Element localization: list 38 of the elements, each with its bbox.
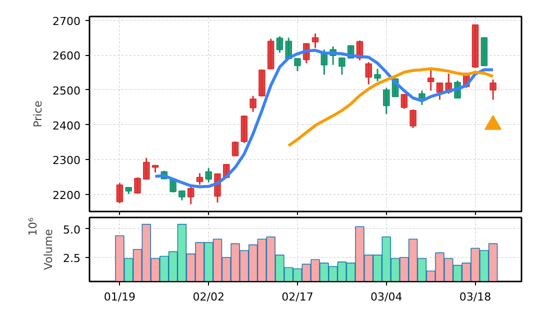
y-tick-label: 2600 xyxy=(52,50,81,63)
candlestick xyxy=(365,61,372,86)
y-tick-label: 2200 xyxy=(52,188,81,202)
candlestick xyxy=(178,190,186,202)
candlestick xyxy=(276,36,284,54)
x-tick-label: 02/02 xyxy=(192,290,224,304)
candlestick xyxy=(312,32,319,49)
text: 10⁶ xyxy=(26,216,40,236)
candlestick xyxy=(374,68,381,82)
candlestick xyxy=(436,82,444,100)
candlestick xyxy=(418,90,426,106)
candlestick xyxy=(205,167,212,183)
candlestick xyxy=(232,140,239,157)
x-tick-label: 01/19 xyxy=(104,290,136,304)
y-axis-title: Price xyxy=(32,100,45,128)
candlestick xyxy=(338,56,346,76)
x-tick-label: 03/18 xyxy=(459,290,492,304)
candlestick xyxy=(410,108,416,129)
x-tick-label: 02/17 xyxy=(282,290,314,304)
y-tick-label: 2700 xyxy=(52,14,81,28)
y-tick-label: 2.5 xyxy=(63,252,81,265)
y-tick-label: 2300 xyxy=(52,154,81,168)
candlestick xyxy=(294,58,301,72)
candlestick xyxy=(250,95,256,113)
y-tick-label: 5.0 xyxy=(63,223,81,236)
y-axis-title: Volume xyxy=(42,228,56,270)
candlestick xyxy=(143,157,150,180)
candlestick xyxy=(116,182,124,204)
x-tick-label: 03/04 xyxy=(370,290,402,304)
candlestick xyxy=(383,87,390,115)
candlestick xyxy=(187,186,194,205)
candlestick xyxy=(134,176,141,194)
y-tick-label: 2400 xyxy=(52,119,81,132)
y-tick-label: 2500 xyxy=(52,84,81,98)
candlestick xyxy=(490,78,496,100)
candlestick xyxy=(400,93,408,110)
line-series xyxy=(287,67,495,148)
candlestick xyxy=(196,172,204,186)
